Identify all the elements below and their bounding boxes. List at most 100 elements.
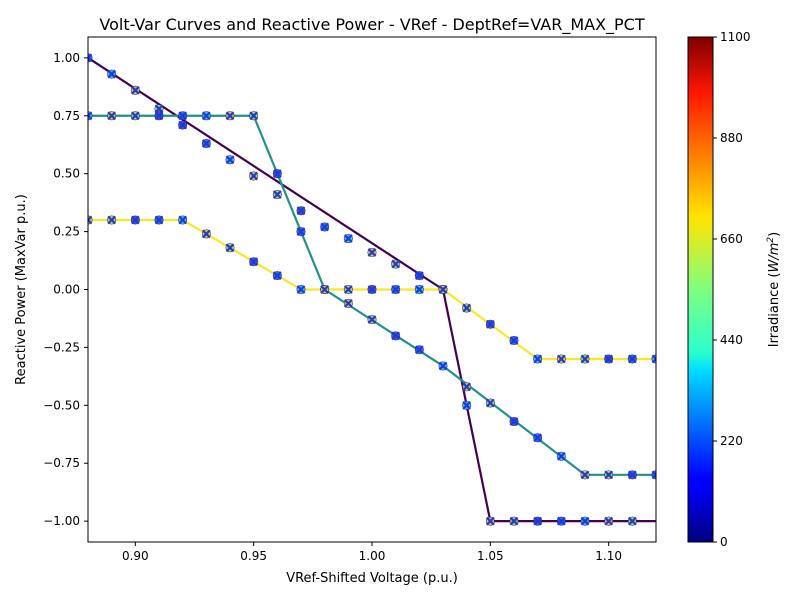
x-marker	[391, 331, 401, 341]
x-marker	[343, 285, 353, 294]
x-marker	[343, 299, 353, 308]
x-marker	[367, 248, 377, 257]
x-tick-label: 1.00	[359, 549, 386, 563]
x-marker-stroke	[651, 473, 656, 480]
x-marker	[201, 139, 211, 148]
x-marker	[651, 470, 656, 480]
x-marker	[154, 215, 164, 225]
colorbar-tick-label: 880	[720, 131, 743, 145]
x-marker-stroke	[107, 69, 117, 79]
x-marker	[556, 516, 566, 526]
x-marker	[249, 171, 259, 181]
x-marker-stroke	[604, 354, 614, 364]
colorbar-tick-label: 440	[720, 333, 743, 347]
x-marker	[296, 227, 306, 236]
x-marker-stroke	[88, 56, 93, 63]
x-marker-stroke	[88, 218, 93, 225]
x-marker	[485, 319, 495, 329]
x-marker	[272, 271, 282, 280]
x-marker-stroke	[88, 114, 93, 121]
x-marker-stroke	[485, 319, 495, 329]
y-tick-label: −0.25	[43, 340, 80, 354]
x-marker	[627, 516, 637, 526]
x-marker-stroke	[296, 206, 306, 216]
x-marker	[533, 433, 543, 443]
x-marker	[225, 243, 235, 253]
x-marker-stroke	[88, 53, 93, 60]
colorbar-ticks: 0 220 440 660 880 1100	[713, 30, 751, 549]
x-marker	[391, 285, 401, 294]
x-marker	[604, 354, 614, 364]
x-marker-stroke	[391, 331, 401, 341]
x-marker	[604, 470, 614, 480]
x-marker-stroke	[414, 345, 424, 355]
x-marker	[414, 271, 424, 280]
x-marker	[107, 69, 117, 79]
x-marker	[391, 259, 401, 269]
x-marker	[320, 222, 330, 232]
x-marker-stroke	[343, 285, 353, 294]
x-marker-stroke	[391, 285, 401, 294]
x-marker	[107, 111, 117, 121]
x-marker-stroke	[225, 243, 235, 253]
x-marker-stroke	[651, 357, 656, 364]
x-marker	[509, 417, 519, 426]
x-marker-stroke	[438, 285, 448, 294]
x-marker-stroke	[367, 248, 377, 257]
series-line-2	[88, 114, 656, 476]
y-tick-label: −0.50	[43, 398, 80, 412]
x-marker-stroke	[249, 257, 259, 267]
x-marker-stroke	[272, 190, 282, 199]
x-marker-stroke	[580, 354, 590, 364]
chart-title: Volt-Var Curves and Reactive Power - VRe…	[99, 15, 644, 35]
x-marker	[201, 229, 211, 239]
x-marker-stroke	[651, 470, 656, 477]
x-marker-stroke	[88, 215, 93, 222]
x-marker-stroke	[580, 516, 590, 526]
colorbar-tick-label: 660	[720, 232, 743, 246]
y-tick-label: 0.50	[53, 167, 80, 181]
x-tick-label: 0.95	[240, 549, 267, 563]
x-marker	[154, 111, 164, 121]
x-tick-label: 1.10	[595, 549, 622, 563]
x-marker	[485, 516, 495, 526]
x-marker-stroke	[178, 215, 188, 225]
x-marker-stroke	[201, 111, 211, 121]
x-marker	[485, 398, 495, 408]
x-marker	[604, 516, 614, 526]
x-marker	[88, 215, 93, 225]
x-marker	[533, 516, 543, 526]
x-marker	[509, 516, 519, 526]
x-marker	[296, 206, 306, 216]
x-marker-stroke	[367, 285, 377, 294]
x-marker-stroke	[178, 120, 188, 130]
x-marker-stroke	[225, 155, 235, 165]
x-marker-stroke	[154, 104, 164, 114]
x-marker-stroke	[130, 85, 140, 95]
x-marker	[414, 285, 424, 294]
x-marker-stroke	[627, 470, 637, 480]
x-marker-stroke	[509, 417, 519, 426]
x-tick-label: 0.90	[122, 549, 149, 563]
x-marker-stroke	[438, 361, 448, 371]
x-marker	[296, 285, 306, 294]
x-marker	[556, 354, 566, 364]
x-marker	[556, 451, 566, 461]
x-marker	[367, 285, 377, 294]
x-marker-stroke	[107, 111, 117, 121]
x-marker	[627, 354, 637, 364]
x-marker-stroke	[580, 470, 590, 480]
x-marker-stroke	[225, 111, 235, 121]
x-marker-stroke	[556, 451, 566, 461]
x-marker	[533, 354, 543, 364]
x-marker	[154, 104, 164, 114]
x-marker	[438, 285, 448, 294]
x-marker-stroke	[296, 285, 306, 294]
plot-content	[88, 53, 656, 526]
x-marker-stroke	[249, 171, 259, 181]
x-marker	[201, 111, 211, 121]
x-marker-stroke	[533, 516, 543, 526]
x-marker	[367, 315, 377, 324]
x-marker-stroke	[130, 215, 140, 225]
x-marker-stroke	[249, 111, 259, 121]
